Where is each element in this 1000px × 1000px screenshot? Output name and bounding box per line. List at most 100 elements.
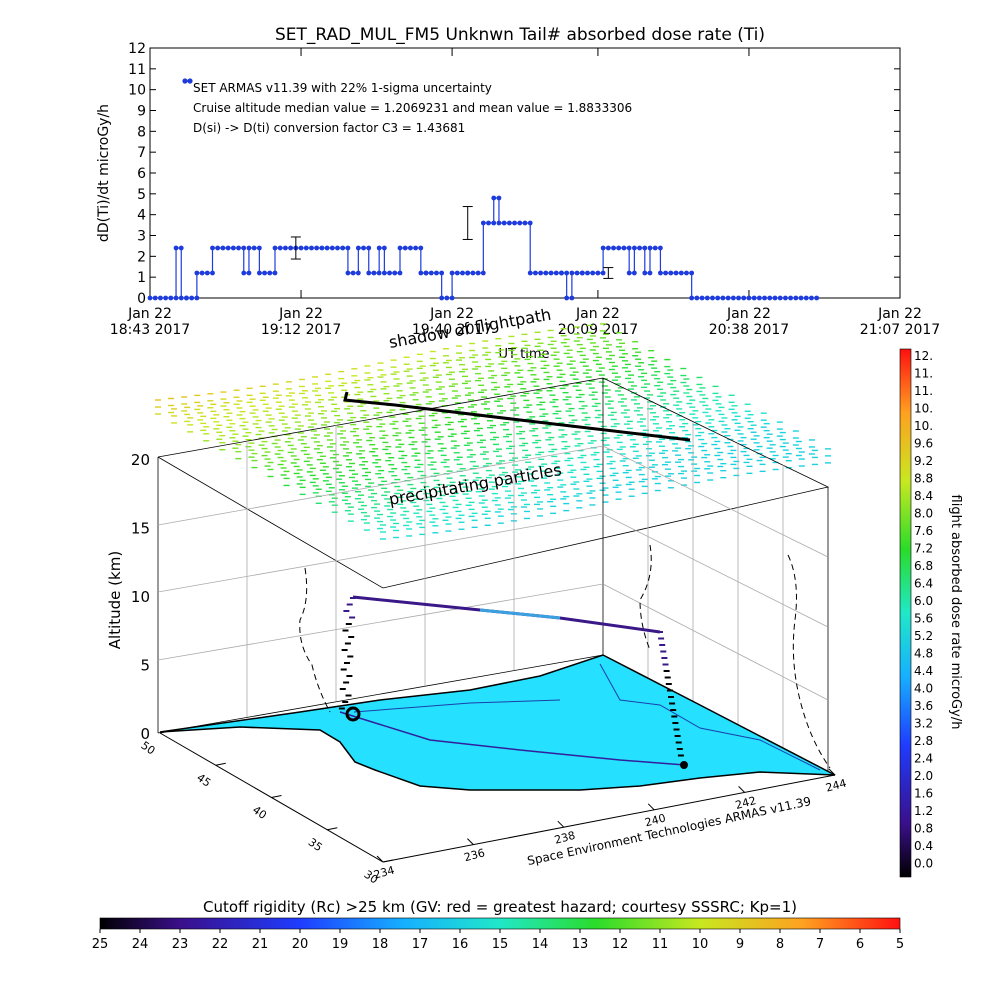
latitude-tick-label: 40 <box>250 803 269 822</box>
x-tick-label-time: 19:40 2017 <box>412 322 492 338</box>
data-point <box>184 295 189 301</box>
data-point <box>475 270 481 276</box>
altitude-3d-plot: shadow of flightpath precipitating parti… <box>106 305 848 887</box>
shadow-curve-edge <box>787 554 831 769</box>
colorbar-tick-label: 6.4 <box>914 577 933 591</box>
data-point <box>496 195 502 201</box>
legend-note-conversion: D(si) -> D(ti) conversion factor C3 = 1.… <box>193 121 465 135</box>
latitude-tick-label: 35 <box>306 836 325 855</box>
data-point <box>626 270 632 276</box>
rigidity-tick-label: 22 <box>212 937 229 952</box>
rigidity-tick-label: 11 <box>652 937 669 952</box>
data-point <box>689 270 695 276</box>
data-point <box>605 245 611 251</box>
dose-rate-mesh <box>155 323 831 540</box>
data-point <box>392 270 398 276</box>
precip-label: precipitating particles <box>387 460 563 509</box>
longitude-tick-label: 236 <box>463 846 487 864</box>
longitude-tick-label: 244 <box>824 777 848 795</box>
colorbar-tick-label: 5.2 <box>914 629 933 643</box>
data-point <box>454 270 460 276</box>
data-point <box>756 295 762 301</box>
data-point <box>725 295 731 301</box>
latitude-tick <box>159 730 171 734</box>
dose-series <box>147 195 820 301</box>
flightpath-shadow <box>343 391 691 442</box>
data-point <box>694 295 700 301</box>
data-point <box>423 270 429 276</box>
data-point <box>381 245 387 251</box>
colorbar-tick-label: 2.0 <box>914 769 933 783</box>
y-tick-label: 11 <box>128 62 146 78</box>
data-point <box>491 220 497 226</box>
data-point <box>345 270 351 276</box>
chart-title: SET_RAD_MUL_FM5 Unknwn Tail# absorbed do… <box>275 25 765 45</box>
data-point <box>527 220 533 226</box>
colorbar-tick-label: 11. <box>914 367 933 381</box>
data-point <box>642 270 648 276</box>
legend-marker <box>187 78 193 84</box>
colorbar-tick-label: 4.0 <box>914 682 933 696</box>
data-point <box>631 270 637 276</box>
colorbar-tick-label: 9.6 <box>914 437 933 451</box>
data-point <box>470 270 476 276</box>
x-tick-label-time: 18:43 2017 <box>110 322 190 338</box>
data-point <box>397 270 403 276</box>
data-point <box>517 220 523 226</box>
rigidity-gradient <box>99 917 901 930</box>
data-point <box>366 245 372 251</box>
y-tick-label: 10 <box>128 83 146 99</box>
data-point <box>418 245 424 251</box>
data-point <box>168 295 174 301</box>
data-point <box>767 295 773 301</box>
rigidity-colorbar: Cutoff rigidity (Rc) >25 km (GV: red = g… <box>92 898 904 952</box>
data-point <box>611 245 616 251</box>
colorbar-tick-label: 8.4 <box>914 489 933 503</box>
data-point <box>658 245 663 251</box>
colorbar-tick-label: 2.4 <box>914 752 933 766</box>
data-point <box>361 245 366 251</box>
data-point <box>486 220 491 226</box>
latitude-axis-line <box>159 732 384 863</box>
latitude-tick <box>271 795 282 798</box>
altitude-axis: 0 5 10 15 20 <box>131 451 150 743</box>
colorbar-tick-label: 1.2 <box>914 804 933 818</box>
data-point <box>501 220 507 226</box>
colorbar-ticks: 12. 11. 11. 10. 10. 9.6 9.2 8.8 8.4 8.0 7.6 7.2 6.8 6… <box>914 349 933 871</box>
data-point <box>543 270 549 276</box>
data-point <box>189 295 195 301</box>
data-point <box>564 270 570 276</box>
data-point <box>194 295 200 301</box>
colorbar-tick-label: 1.6 <box>914 787 933 801</box>
x-tick-label-date: Jan 22 <box>726 306 771 322</box>
colorbar-tick-label: 0.0 <box>914 857 933 871</box>
x-tick-label-time: 20:09 2017 <box>558 322 638 338</box>
altitude-tick-label: 0 <box>140 725 150 743</box>
rigidity-tick-label: 8 <box>776 937 784 952</box>
data-point <box>355 245 361 251</box>
data-point <box>809 295 814 301</box>
rigidity-tick-label: 24 <box>132 937 149 952</box>
x-tick-label-date: Jan 22 <box>127 306 172 322</box>
error-bars <box>290 206 614 279</box>
longitude-tick <box>376 855 384 863</box>
data-point <box>673 270 679 276</box>
data-point <box>236 245 241 251</box>
data-point <box>158 295 163 301</box>
data-point <box>272 270 278 276</box>
data-point <box>215 245 221 251</box>
colorbar-tick-label: 11. <box>914 384 933 398</box>
colorbar-tick-label: 7.2 <box>914 542 933 556</box>
data-point <box>262 270 267 276</box>
data-point <box>283 245 288 251</box>
rigidity-tick-label: 14 <box>532 937 549 952</box>
dose-rate-timeseries: SET_RAD_MUL_FM5 Unknwn Tail# absorbed do… <box>96 25 940 362</box>
longitude-axis-line <box>382 774 836 863</box>
data-point <box>194 270 200 276</box>
cruise-track-elevated <box>479 608 561 620</box>
longitude-tick <box>467 838 474 845</box>
x-tick-label-time: 21:07 2017 <box>860 322 940 338</box>
data-point <box>319 245 325 251</box>
data-point <box>663 270 669 276</box>
